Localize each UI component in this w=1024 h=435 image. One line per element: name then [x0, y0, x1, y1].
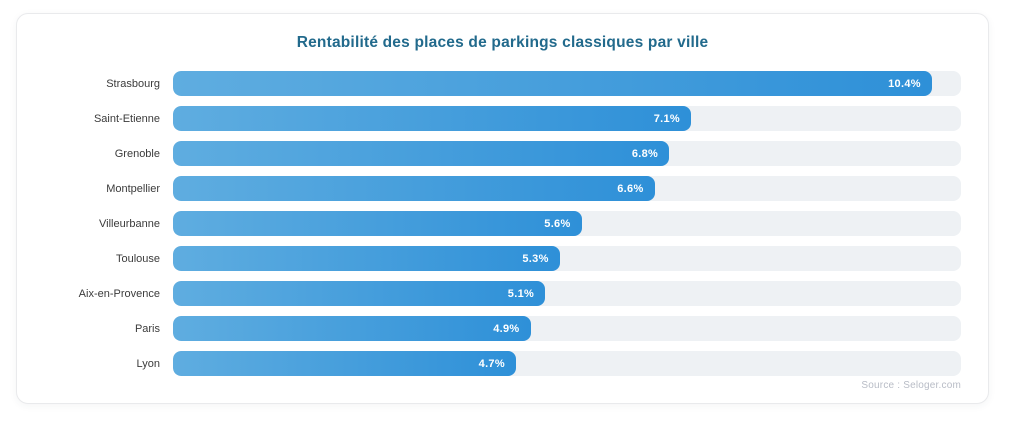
category-label: Paris	[134, 322, 160, 335]
value-label: 5.3%	[522, 252, 549, 265]
value-bar: 5.6%	[173, 211, 582, 236]
value-label: 6.8%	[631, 147, 659, 160]
chart-row: Villeurbanne 5.6%	[17, 206, 961, 241]
bar-chart: Strasbourg 10.4% Saint-Etienne 7.1% Grenoble…	[17, 66, 961, 381]
value-label: 5.6%	[544, 217, 571, 230]
value-label: 4.7%	[478, 357, 505, 370]
chart-row: Montpellier 6.6%	[17, 171, 961, 206]
category-label: Montpellier	[106, 182, 160, 195]
value-bar: 4.7%	[173, 351, 516, 376]
chart-title: Rentabilité des places de parkings class…	[296, 34, 709, 51]
category-label: Strasbourg	[106, 77, 160, 90]
bar-track: 6.6%	[173, 176, 961, 201]
bar-track: 5.3%	[173, 246, 961, 271]
category-label: Grenoble	[114, 147, 160, 160]
category-label: Saint-Etienne	[93, 112, 160, 125]
value-bar: 10.4%	[173, 71, 932, 96]
bar-track: 10.4%	[173, 71, 961, 96]
value-bar: 6.6%	[173, 176, 655, 201]
category-label: Toulouse	[115, 252, 160, 265]
chart-row: Paris 4.9%	[17, 311, 961, 346]
value-label: 7.1%	[653, 112, 681, 125]
chart-row: Grenoble 6.8%	[17, 136, 961, 171]
category-label: Aix-en-Provence	[78, 287, 160, 300]
bar-track: 5.6%	[173, 211, 961, 236]
chart-row: Aix-en-Provence 5.1%	[17, 276, 961, 311]
value-label: 10.4%	[888, 77, 921, 90]
category-label: Villeurbanne	[99, 217, 160, 230]
chart-row: Toulouse 5.3%	[17, 241, 961, 276]
bar-track: 6.8%	[173, 141, 961, 166]
bar-track: 4.9%	[173, 316, 961, 341]
chart-row: Strasbourg 10.4%	[17, 66, 961, 101]
chart-row: Saint-Etienne 7.1%	[17, 101, 961, 136]
value-bar: 5.3%	[173, 246, 560, 271]
bar-track: 5.1%	[173, 281, 961, 306]
value-bar: 7.1%	[173, 106, 692, 131]
value-label: 5.1%	[507, 287, 535, 300]
source-label: Source : Seloger.com	[861, 380, 961, 391]
chart-card: Rentabilité des places de parkings class…	[16, 13, 989, 404]
value-label: 6.6%	[617, 182, 644, 195]
category-label: Lyon	[136, 357, 160, 370]
value-bar: 6.8%	[173, 141, 670, 166]
chart-row: Lyon 4.7%	[17, 346, 961, 381]
value-bar: 4.9%	[173, 316, 531, 341]
bar-track: 4.7%	[173, 351, 961, 376]
value-label: 4.9%	[493, 322, 520, 335]
value-bar: 5.1%	[173, 281, 546, 306]
bar-track: 7.1%	[173, 106, 961, 131]
